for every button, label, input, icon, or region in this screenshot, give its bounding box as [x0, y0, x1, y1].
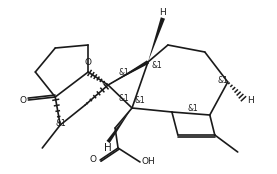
- Text: &1: &1: [218, 76, 229, 85]
- Text: H: H: [104, 143, 112, 153]
- Polygon shape: [107, 108, 132, 143]
- Text: O: O: [90, 156, 97, 164]
- Text: H: H: [247, 96, 254, 105]
- Text: &1: &1: [188, 104, 199, 113]
- Polygon shape: [148, 17, 165, 62]
- Text: H: H: [160, 8, 166, 17]
- Text: &1: &1: [55, 118, 66, 128]
- Text: &1: &1: [134, 96, 145, 105]
- Text: &1: &1: [152, 61, 163, 69]
- Text: O: O: [85, 58, 92, 67]
- Polygon shape: [108, 60, 149, 85]
- Text: &1: &1: [118, 93, 129, 102]
- Text: O: O: [20, 96, 27, 105]
- Text: &1: &1: [118, 68, 129, 77]
- Text: OH: OH: [141, 157, 155, 167]
